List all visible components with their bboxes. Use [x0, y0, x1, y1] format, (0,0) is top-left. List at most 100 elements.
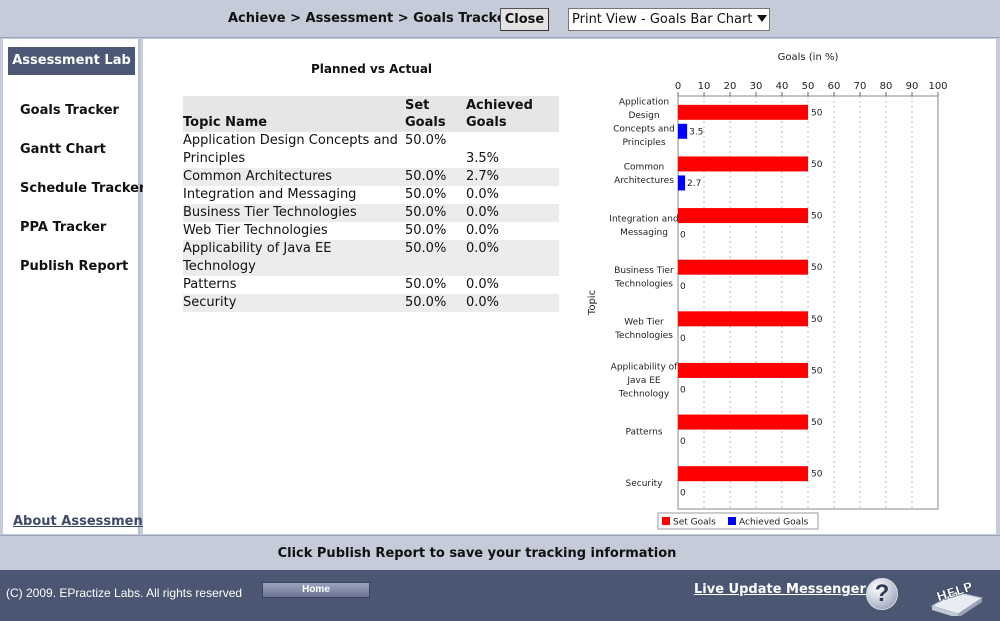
table-row: Application Design Concepts and Principl…: [183, 132, 559, 168]
achieved-goal-cell: 3.5%: [466, 151, 500, 166]
set-goal-cell: 50.0%: [405, 168, 466, 186]
data-label: 0: [680, 489, 686, 499]
topic-cell: Business Tier Technologies: [183, 204, 405, 222]
category-label: Web Tier: [624, 318, 664, 328]
category-label: Business Tier: [614, 266, 674, 276]
bar-set-goals: [678, 208, 808, 224]
topic-cell: Integration and Messaging: [183, 187, 357, 202]
sidebar: Assessment Lab Goals Tracker Gantt Chart…: [3, 39, 149, 534]
achieved-goal-cell: 0.0%: [466, 187, 500, 202]
x-tick-label: 30: [750, 81, 763, 92]
sidebar-item-gantt-chart[interactable]: Gantt Chart: [20, 142, 106, 157]
data-label: 3.5: [689, 127, 703, 137]
home-button[interactable]: Home: [262, 582, 370, 598]
topic-cell: Applicability of Java EE Technology: [183, 240, 405, 276]
bar-achieved-goals: [678, 175, 686, 191]
table-row: Web Tier Technologies 50.0% 0.0%: [183, 222, 559, 240]
data-label: 50: [811, 212, 823, 222]
data-label: 50: [811, 470, 823, 480]
bar-set-goals: [678, 104, 808, 120]
category-label: Concepts and: [613, 125, 675, 135]
view-select-dropdown[interactable]: Print View - Goals Bar Chart: [568, 8, 770, 31]
sidebar-item-goals-tracker[interactable]: Goals Tracker: [20, 103, 119, 118]
legend-box: [657, 512, 819, 530]
x-tick-label: 20: [724, 81, 737, 92]
live-update-messenger-link[interactable]: Live Update Messenger: [694, 582, 866, 597]
x-tick-label: 40: [776, 81, 789, 92]
legend-swatch-achieved-goals: [728, 517, 736, 525]
x-tick-label: 100: [928, 81, 947, 92]
data-label: 2.7: [687, 179, 701, 189]
x-axis-title: Goals (in %): [778, 52, 839, 63]
about-assessment-link[interactable]: About Assessment: [13, 514, 149, 529]
breadcrumb: Achieve > Assessment > Goals Tracker: [228, 11, 513, 26]
x-tick-label: 50: [802, 81, 815, 92]
data-label: 50: [811, 418, 823, 428]
set-goal-cell: 50.0%: [405, 240, 466, 276]
data-label: 0: [680, 437, 686, 447]
data-label: 0: [680, 385, 686, 395]
goals-bar-chart: 0 10 20 30 40 50 60 70 80 90 100 Goals (in %) Topic A…: [587, 52, 948, 530]
achieved-goal-cell: 0.0%: [466, 294, 559, 312]
bar-set-goals: [678, 259, 808, 275]
category-label: Java EE: [626, 376, 661, 386]
sidebar-item-ppa-tracker[interactable]: PPA Tracker: [20, 220, 107, 235]
topic-cell: Common Architectures: [183, 168, 405, 186]
copyright-text: (C) 2009. EPractize Labs. All rights res…: [6, 586, 243, 600]
view-select-value: Print View - Goals Bar Chart: [572, 12, 753, 27]
category-label: Messaging: [620, 228, 668, 238]
legend-swatch-set-goals: [662, 517, 670, 525]
category-label: Common: [624, 163, 665, 173]
x-tick-label: 10: [698, 81, 711, 92]
x-tick-label: 0: [675, 81, 681, 92]
data-label: 0: [680, 231, 686, 241]
category-label: Security: [626, 479, 664, 489]
bar-set-goals: [678, 156, 808, 172]
table-row: Business Tier Technologies 50.0% 0.0%: [183, 204, 559, 222]
goals-table: Topic Name Set Goals Achieved Goals Appl…: [183, 96, 559, 312]
table-row: Security 50.0% 0.0%: [183, 294, 559, 312]
set-goal-cell: 50.0%: [405, 277, 447, 292]
content-panel: Planned vs Actual Topic Name Set Goals A…: [143, 39, 996, 534]
footer: (C) 2009. EPractize Labs. All rights res…: [0, 570, 1000, 621]
topic-cell: Patterns: [183, 277, 237, 292]
data-label: 50: [811, 366, 823, 376]
table-title: Planned vs Actual: [311, 62, 433, 76]
category-label: Technologies: [614, 331, 673, 341]
category-label: Design: [628, 111, 659, 121]
achieved-goal-cell: 0.0%: [466, 240, 559, 276]
category-label: Patterns: [625, 428, 662, 438]
x-tick-label: 80: [880, 81, 893, 92]
status-bar: Click Publish Report to save your tracki…: [0, 535, 1000, 570]
category-label: Application: [619, 98, 669, 108]
table-row: Applicability of Java EE Technology 50.0…: [183, 240, 559, 276]
topic-cell: Security: [183, 294, 405, 312]
x-tick-label: 60: [828, 81, 841, 92]
column-header-topic: Topic Name: [183, 96, 405, 132]
category-label: Technologies: [614, 279, 673, 289]
set-goal-cell: 50.0%: [405, 133, 447, 148]
sidebar-header: Assessment Lab: [8, 47, 135, 75]
table-header-row: Topic Name Set Goals Achieved Goals: [183, 96, 559, 132]
category-label: Principles: [622, 138, 665, 148]
data-label: 0: [680, 282, 686, 292]
status-message: Click Publish Report to save your tracki…: [277, 546, 677, 561]
bar-set-goals: [678, 362, 808, 378]
question-mark-icon[interactable]: ?: [866, 578, 898, 610]
table-row: Patterns 50.0% 0.0%: [183, 276, 559, 294]
bar-set-goals: [678, 414, 808, 430]
data-label: 0: [680, 334, 686, 344]
close-button[interactable]: Close: [500, 8, 549, 31]
category-label: Integration and: [609, 214, 678, 224]
sidebar-item-schedule-tracker[interactable]: Schedule Tracker: [20, 181, 146, 196]
data-label: 50: [811, 263, 823, 273]
achieved-goal-cell: 0.0%: [466, 277, 500, 292]
help-book-icon[interactable]: HELP: [928, 576, 984, 616]
achieved-goal-cell: 2.7%: [466, 168, 559, 186]
topic-cell: Web Tier Technologies: [183, 223, 328, 238]
sidebar-item-publish-report[interactable]: Publish Report: [20, 259, 129, 274]
top-toolbar: Achieve > Assessment > Goals Tracker Clo…: [0, 0, 1000, 38]
x-tick-label: 70: [854, 81, 867, 92]
bar-achieved-goals: [678, 123, 688, 139]
x-tick-label: 90: [906, 81, 919, 92]
